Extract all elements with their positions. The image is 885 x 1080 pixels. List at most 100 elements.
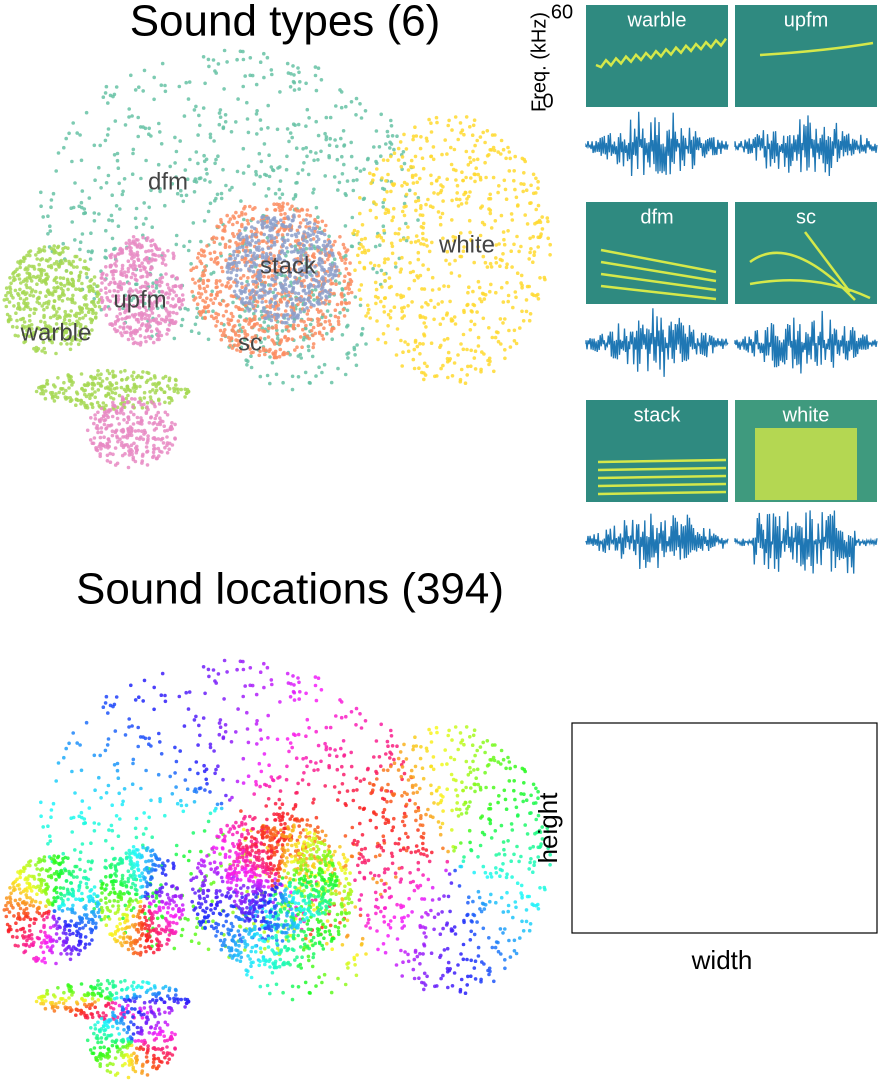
point — [327, 765, 332, 770]
point — [368, 316, 373, 320]
point — [523, 213, 527, 217]
point — [304, 291, 308, 296]
point — [246, 221, 251, 226]
point — [278, 90, 282, 94]
point — [310, 354, 315, 359]
point — [548, 242, 552, 247]
point — [506, 839, 510, 843]
point — [321, 887, 326, 892]
point — [468, 155, 472, 160]
point — [237, 870, 241, 875]
point — [323, 131, 327, 136]
point — [194, 760, 199, 764]
point — [302, 332, 307, 337]
point — [440, 152, 444, 157]
point — [258, 60, 263, 64]
point — [267, 153, 271, 157]
point — [460, 170, 464, 174]
point — [336, 319, 341, 324]
point — [211, 301, 216, 306]
point — [255, 719, 259, 723]
point — [240, 891, 244, 896]
point — [536, 179, 540, 184]
point — [262, 930, 267, 934]
point — [507, 328, 511, 333]
point — [324, 223, 328, 228]
point — [173, 771, 177, 775]
point — [321, 947, 326, 951]
point — [311, 935, 316, 940]
point — [54, 169, 58, 173]
point — [316, 743, 321, 748]
point — [358, 169, 363, 173]
point — [407, 896, 411, 901]
point — [202, 273, 206, 278]
point — [400, 184, 404, 188]
point — [275, 941, 279, 946]
point — [263, 782, 267, 787]
point — [415, 344, 420, 349]
point — [205, 854, 209, 858]
point — [470, 133, 475, 137]
point — [466, 900, 470, 905]
point — [334, 892, 338, 896]
point — [141, 832, 146, 836]
point — [205, 284, 210, 289]
point — [323, 271, 328, 276]
point — [288, 207, 293, 211]
point — [379, 764, 383, 768]
point — [229, 130, 234, 134]
point — [131, 147, 136, 152]
point — [340, 287, 345, 291]
point — [342, 279, 347, 284]
point — [416, 886, 420, 890]
point — [213, 69, 217, 73]
point — [404, 757, 409, 761]
point — [241, 781, 246, 785]
point — [275, 946, 280, 951]
point — [118, 817, 122, 821]
point — [290, 244, 294, 249]
point — [112, 153, 117, 157]
point — [504, 875, 509, 880]
point — [446, 284, 451, 289]
point — [306, 308, 311, 313]
point — [441, 199, 445, 203]
point — [252, 836, 257, 841]
point — [258, 873, 262, 878]
point — [314, 88, 319, 93]
point — [184, 803, 189, 808]
point — [158, 799, 162, 804]
point — [252, 907, 256, 912]
point — [245, 295, 249, 300]
point — [286, 217, 291, 221]
point — [267, 174, 272, 179]
point — [296, 860, 300, 865]
point — [493, 335, 498, 340]
point — [432, 927, 436, 932]
point — [103, 138, 108, 143]
point — [379, 299, 383, 304]
point — [282, 906, 287, 911]
point — [99, 186, 103, 190]
point — [406, 342, 410, 347]
point — [225, 60, 229, 64]
point — [330, 337, 335, 342]
point — [265, 830, 269, 834]
point — [219, 321, 224, 326]
point — [265, 665, 270, 670]
point — [471, 912, 476, 917]
point — [210, 846, 214, 851]
point — [278, 789, 283, 793]
point — [357, 898, 362, 902]
point — [477, 895, 482, 900]
point — [237, 852, 241, 856]
point — [469, 364, 473, 369]
point — [290, 947, 295, 951]
point — [303, 301, 308, 306]
point — [420, 213, 425, 218]
point — [244, 844, 249, 848]
point — [264, 958, 268, 962]
point — [349, 100, 354, 104]
point — [538, 886, 542, 890]
